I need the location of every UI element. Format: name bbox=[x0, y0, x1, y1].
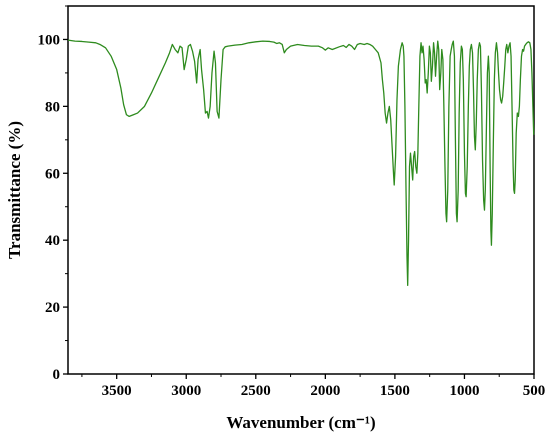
y-tick-label: 20 bbox=[45, 300, 60, 316]
x-axis-ticks: 3500 3000 2500 2000 1500 1000 500 bbox=[81, 374, 546, 399]
y-axis-ticks: 0 20 40 60 80 100 bbox=[38, 5, 68, 383]
y-tick-label: 0 bbox=[53, 367, 61, 383]
series-line-spectrum bbox=[67, 39, 535, 286]
x-tick-label: 3500 bbox=[102, 383, 132, 399]
plot-frame bbox=[67, 5, 535, 375]
y-axis-title: Transmittance (%) bbox=[5, 121, 24, 259]
x-axis-title: Wavenumber (cm⁻¹) bbox=[226, 413, 375, 432]
y-tick-label: 80 bbox=[45, 99, 60, 115]
x-tick-label: 2500 bbox=[241, 383, 271, 399]
y-tick-label: 100 bbox=[38, 32, 61, 48]
x-tick-label: 3000 bbox=[171, 383, 201, 399]
x-tick-label: 2000 bbox=[310, 383, 340, 399]
plot-area: 3500 3000 2500 2000 1500 1000 500 0 20 40 60 80 100 bbox=[38, 5, 546, 399]
x-tick-label: 500 bbox=[523, 383, 546, 399]
y-tick-label: 60 bbox=[45, 166, 60, 182]
x-tick-label: 1500 bbox=[380, 383, 410, 399]
y-tick-label: 40 bbox=[45, 233, 60, 249]
x-tick-label: 1000 bbox=[449, 383, 479, 399]
